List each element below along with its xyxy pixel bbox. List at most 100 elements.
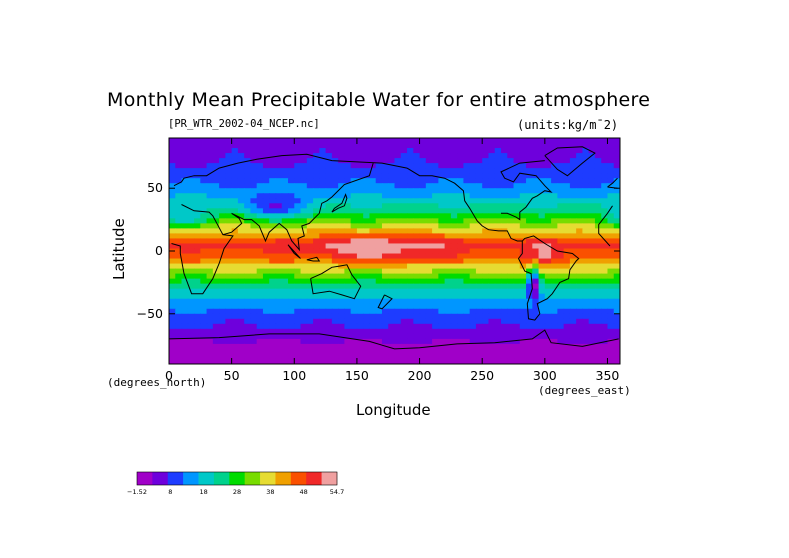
heatmap-cell: [369, 198, 377, 204]
heatmap-cell: [576, 313, 584, 320]
heatmap-cell: [444, 358, 452, 364]
heatmap-cell: [388, 273, 396, 280]
heatmap-cell: [331, 163, 339, 169]
heatmap-cell: [513, 178, 521, 184]
heatmap-cell: [269, 173, 277, 179]
heatmap-cell: [338, 273, 345, 280]
heatmap-cell: [457, 358, 464, 364]
heatmap-cell: [212, 288, 220, 295]
heatmap-cell: [450, 333, 458, 340]
heatmap-cell: [250, 233, 258, 240]
heatmap-cell: [613, 228, 620, 235]
heatmap-cell: [507, 298, 515, 305]
heatmap-cell: [413, 163, 421, 169]
heatmap-cell: [212, 318, 220, 325]
heatmap-cell: [225, 353, 233, 360]
heatmap-cell: [319, 283, 327, 290]
heatmap-cell: [419, 258, 427, 265]
heatmap-cell: [475, 338, 483, 345]
heatmap-cell: [356, 208, 364, 214]
heatmap-cell: [576, 268, 584, 275]
heatmap-cell: [588, 333, 596, 340]
heatmap-cell: [250, 293, 258, 300]
heatmap-cell: [356, 178, 364, 184]
heatmap-cell: [306, 338, 314, 345]
heatmap-cell: [244, 303, 252, 310]
heatmap-cell: [350, 328, 358, 335]
heatmap-cell: [244, 183, 252, 189]
heatmap-cell: [469, 338, 477, 345]
heatmap-cell: [563, 158, 571, 164]
heatmap-cell: [356, 328, 364, 335]
heatmap-cell: [338, 333, 345, 340]
heatmap-cell: [526, 333, 533, 340]
heatmap-cell: [419, 278, 427, 285]
heatmap-cell: [457, 198, 464, 204]
heatmap-cell: [219, 358, 226, 364]
heatmap-cell: [482, 283, 490, 290]
heatmap-cell: [494, 138, 502, 144]
heatmap-cell: [369, 153, 377, 159]
heatmap-cell: [187, 303, 195, 310]
heatmap-cell: [388, 338, 396, 345]
heatmap-cell: [169, 283, 176, 290]
heatmap-cell: [338, 143, 345, 149]
heatmap-cell: [407, 238, 414, 245]
heatmap-cell: [269, 268, 277, 275]
heatmap-cell: [381, 273, 389, 280]
heatmap-cell: [369, 243, 377, 250]
heatmap-cell: [350, 253, 358, 260]
heatmap-cell: [582, 273, 590, 280]
heatmap-cell: [513, 283, 521, 290]
heatmap-cell: [413, 273, 421, 280]
heatmap-cell: [187, 323, 195, 330]
heatmap-cell: [294, 183, 302, 189]
heatmap-cell: [519, 333, 527, 340]
heatmap-cell: [294, 223, 302, 229]
heatmap-cell: [338, 188, 345, 194]
heatmap-cell: [331, 178, 339, 184]
heatmap-cell: [194, 288, 201, 295]
heatmap-cell: [275, 243, 283, 250]
heatmap-cell: [300, 313, 308, 320]
heatmap-cell: [594, 283, 602, 290]
heatmap-cell: [325, 323, 333, 330]
heatmap-cell: [306, 208, 314, 214]
heatmap-cell: [463, 358, 471, 364]
heatmap-cell: [344, 203, 352, 209]
heatmap-cell: [582, 338, 590, 345]
heatmap-cell: [175, 253, 183, 260]
heatmap-cell: [231, 163, 239, 169]
heatmap-cell: [557, 258, 565, 265]
heatmap-cell: [212, 328, 220, 335]
heatmap-cell: [338, 173, 345, 179]
heatmap-cell: [557, 223, 565, 229]
heatmap-cell: [500, 318, 508, 325]
heatmap-cell: [394, 183, 402, 189]
heatmap-cell: [538, 218, 546, 224]
heatmap-cell: [356, 138, 364, 144]
heatmap-cell: [563, 298, 571, 305]
heatmap-cell: [594, 273, 602, 280]
heatmap-cell: [325, 238, 333, 245]
coastline: [306, 256, 321, 262]
heatmap-cell: [363, 318, 371, 325]
heatmap-cell: [250, 353, 258, 360]
heatmap-cell: [187, 248, 195, 255]
heatmap-cell: [294, 148, 302, 154]
heatmap-cell: [275, 173, 283, 179]
heatmap-cell: [194, 243, 201, 250]
heatmap-cell: [375, 333, 383, 340]
heatmap-cell: [262, 288, 270, 295]
heatmap-cell: [551, 263, 558, 270]
heatmap-cell: [300, 348, 308, 355]
heatmap-cell: [563, 318, 571, 325]
heatmap-cell: [519, 178, 527, 184]
heatmap-cell: [601, 188, 609, 194]
heatmap-cell: [375, 153, 383, 159]
heatmap-cell: [325, 273, 333, 280]
heatmap-cell: [475, 153, 483, 159]
heatmap-cell: [594, 338, 602, 345]
heatmap-cell: [513, 308, 521, 315]
heatmap-cell: [513, 348, 521, 355]
